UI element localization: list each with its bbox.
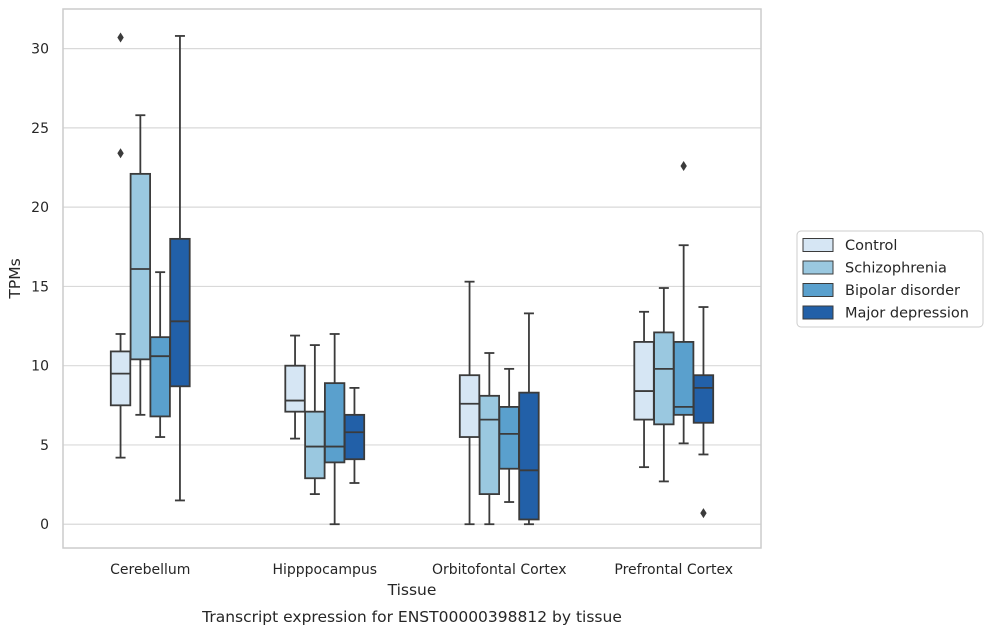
legend-label: Bipolar disorder	[845, 283, 960, 299]
box-body	[343, 413, 366, 461]
x-tick-label: Hipppocampus	[272, 562, 377, 578]
legend-label: Schizophrenia	[845, 261, 947, 277]
box-body	[653, 331, 675, 426]
y-tick-label: 5	[40, 438, 49, 454]
box-body	[478, 394, 501, 496]
y-tick-labels: 0 5 10 15 20 25 30	[31, 42, 49, 534]
box-control-prefrontal-cortex	[633, 310, 655, 469]
box-bipolar-disorder-prefrontal-cortex	[673, 160, 695, 445]
box-major-depression-cerebellum	[169, 35, 191, 502]
y-tick-label: 15	[31, 279, 49, 295]
outlier-point	[700, 508, 707, 519]
box-body	[633, 341, 655, 421]
box-schizophrenia-hipppocampus	[304, 344, 326, 496]
x-tick-label: Prefrontal Cortex	[614, 562, 733, 578]
legend: Control Schizophrenia Bipolar disorder Majo…	[796, 230, 984, 328]
box-body	[284, 364, 306, 413]
legend-label: Major depression	[845, 306, 969, 322]
y-tick-label: 0	[40, 517, 49, 533]
box-body	[109, 350, 132, 407]
box-body	[673, 341, 695, 416]
outlier-point	[117, 32, 124, 43]
y-tick-label: 30	[31, 42, 49, 58]
box-major-depression-prefrontal-cortex	[692, 306, 715, 519]
box-control-cerebellum	[109, 32, 132, 459]
box-bipolar-disorder-orbitofontal-cortex	[498, 367, 520, 503]
box-body	[323, 382, 346, 464]
outlier-point	[680, 160, 687, 171]
x-tick-label: Cerebellum	[110, 562, 190, 578]
legend-box	[796, 230, 984, 328]
y-axis-label: TPMs	[6, 258, 24, 299]
box-bipolar-disorder-hipppocampus	[323, 333, 346, 526]
box-body	[498, 406, 520, 470]
box-body	[458, 374, 481, 438]
box-control-orbitofontal-cortex	[458, 280, 481, 526]
y-tick-label: 20	[31, 200, 49, 216]
chart-caption: Transcript expression for ENST0000039881…	[201, 608, 622, 626]
legend-label: Control	[845, 238, 897, 254]
box-schizophrenia-cerebellum	[129, 114, 152, 416]
legend-swatch	[802, 238, 834, 252]
grid-lines	[63, 48, 761, 525]
box-body	[518, 391, 540, 521]
x-axis-label: Tissue	[387, 581, 437, 599]
legend-swatch	[802, 305, 834, 320]
box-body	[149, 336, 171, 418]
x-tick-label: Orbitofontal Cortex	[432, 562, 567, 578]
box-major-depression-orbitofontal-cortex	[518, 312, 540, 526]
box-body	[169, 237, 191, 388]
box-bipolar-disorder-cerebellum	[149, 271, 171, 438]
box-plot-marks	[109, 32, 715, 526]
y-tick-label: 25	[31, 121, 49, 137]
box-schizophrenia-prefrontal-cortex	[653, 287, 675, 483]
box-body	[692, 374, 715, 424]
box-schizophrenia-orbitofontal-cortex	[478, 352, 501, 526]
box-body	[304, 410, 326, 480]
x-tick-labels: Cerebellum Hipppocampus Orbitofontal Corte…	[110, 562, 733, 578]
legend-swatch	[802, 283, 834, 297]
box-body	[129, 172, 152, 361]
outlier-point	[117, 148, 124, 159]
box-major-depression-hipppocampus	[343, 386, 366, 484]
y-tick-label: 10	[31, 359, 49, 375]
box-control-hipppocampus	[284, 334, 306, 440]
legend-swatch	[802, 260, 834, 275]
plot-frame	[62, 8, 762, 549]
